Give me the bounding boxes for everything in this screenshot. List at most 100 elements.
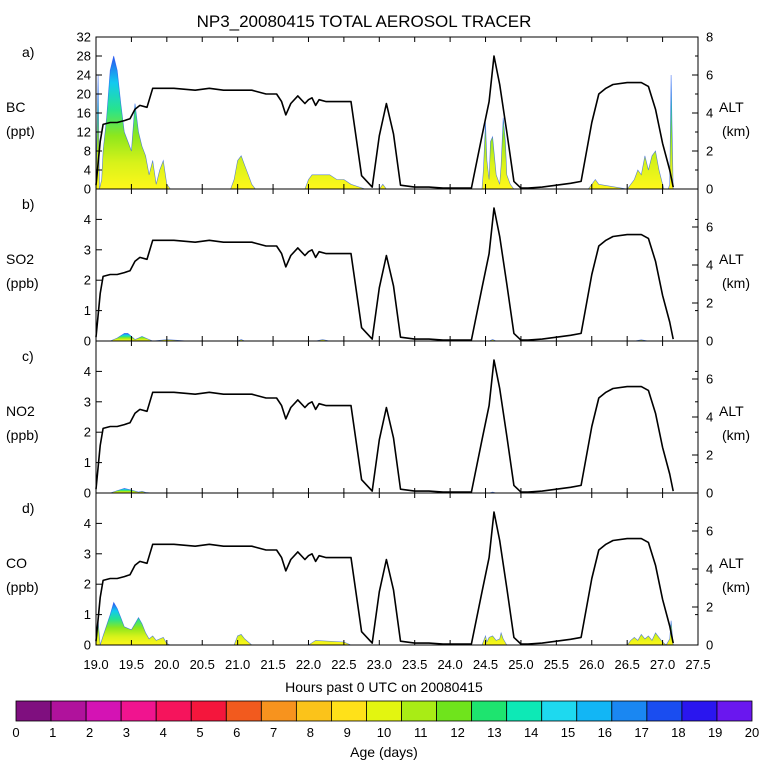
y-tick-label: 1 xyxy=(84,607,91,622)
colorbar-tick-label: 20 xyxy=(745,725,759,740)
colorbar-swatch xyxy=(646,700,683,722)
y-tick-label: 28 xyxy=(77,49,91,64)
colorbar-tick-label: 13 xyxy=(487,725,501,740)
x-tick-label: 20.5 xyxy=(190,657,215,672)
alt-tick-label: 6 xyxy=(706,68,713,83)
altitude-line xyxy=(95,55,674,189)
panel-co: 0 1 2 3 4 0 2 4 6 d) CO (ppb) ALT (km) xyxy=(6,492,750,653)
panel-no2: 0 1 2 3 4 0 2 4 6 c) NO2 (ppb) ALT (km) xyxy=(6,340,750,501)
y-tick-label: 4 xyxy=(84,163,91,178)
colorbar-tick-label: 15 xyxy=(561,725,575,740)
colorbar-swatch xyxy=(50,700,87,722)
y-tick-label: 1 xyxy=(84,455,91,470)
colorbar-tick-label: 5 xyxy=(196,725,203,740)
x-axis: 19.0 19.5 20.0 20.5 21.0 21.5 22.0 22.5 23.0 23.5… xyxy=(83,657,710,672)
colorbar-tick-label: 11 xyxy=(414,725,428,740)
colorbar-swatch xyxy=(471,700,508,722)
panel-letter: a) xyxy=(22,44,34,60)
y-tick-label: 2 xyxy=(84,273,91,288)
alt-axis-label: ALT xyxy=(719,403,744,419)
panel-unit-label: (ppb) xyxy=(6,427,39,443)
y-tick-label: 3 xyxy=(84,394,91,409)
alt-axis-label: ALT xyxy=(719,251,744,267)
colorbar-tick-label: 7 xyxy=(270,725,277,740)
panel-letter: b) xyxy=(22,196,34,212)
tracer-area-co xyxy=(95,601,674,646)
colorbar-swatch xyxy=(506,700,543,722)
y-tick-label: 1 xyxy=(84,303,91,318)
colorbar-swatch xyxy=(541,700,578,722)
y-tick-label: 4 xyxy=(84,212,91,227)
colorbar-tick-label: 8 xyxy=(307,725,314,740)
colorbar-tick-label: 2 xyxy=(86,725,93,740)
colorbar-swatch xyxy=(190,700,227,722)
alt-tick-label: 4 xyxy=(706,258,713,273)
panel-variable-label: SO2 xyxy=(6,251,34,267)
x-tick-label: 19.5 xyxy=(119,657,144,672)
colorbar-tick-label: 6 xyxy=(233,725,240,740)
colorbar-tick-label: 4 xyxy=(160,725,167,740)
x-tick-label: 23.0 xyxy=(367,657,392,672)
x-tick-label: 20.0 xyxy=(154,657,179,672)
alt-tick-label: 0 xyxy=(706,638,713,653)
x-tick-label: 24.0 xyxy=(437,657,462,672)
y-tick-label: 3 xyxy=(84,242,91,257)
plot-frame xyxy=(95,340,699,494)
colorbar-swatch xyxy=(155,700,192,722)
colorbar-tick-label: 1 xyxy=(49,725,56,740)
panel-unit-label: (ppb) xyxy=(6,579,39,595)
colorbar-swatch xyxy=(366,700,402,722)
panel-variable-label: BC xyxy=(6,99,25,115)
colorbar-swatch xyxy=(436,700,473,722)
alt-tick-label: 2 xyxy=(706,448,713,463)
alt-tick-label: 4 xyxy=(706,562,713,577)
y-tick-label: 32 xyxy=(77,30,91,45)
panels: 04812162024283202468a)BC(ppt)ALT(km)0123… xyxy=(6,30,750,653)
tracer-area-bc xyxy=(95,55,674,190)
panel-variable-label: NO2 xyxy=(6,403,35,419)
colorbar-swatch xyxy=(295,700,332,722)
alt-axis-unit: (km) xyxy=(722,427,750,443)
chart-title: NP3_20080415 TOTAL AEROSOL TRACER xyxy=(197,12,532,31)
x-tick-label: 25.5 xyxy=(544,657,569,672)
altitude-line xyxy=(95,511,674,645)
colorbar-tick-label: 0 xyxy=(12,725,19,740)
x-tick-label: 21.0 xyxy=(225,657,250,672)
y-tick-label: 8 xyxy=(84,144,91,159)
y-tick-label: 16 xyxy=(77,106,91,121)
alt-tick-label: 6 xyxy=(706,524,713,539)
colorbar-swatch xyxy=(225,700,262,722)
alt-tick-label: 0 xyxy=(706,334,713,349)
panel-so2: 0 1 2 3 4 0 2 4 6 b) SO2 (ppb) ALT (km) xyxy=(6,188,750,349)
colorbar-swatch xyxy=(611,700,648,722)
x-tick-label: 21.5 xyxy=(260,657,285,672)
colorbar-label: Age (days) xyxy=(350,744,418,760)
alt-tick-label: 6 xyxy=(706,220,713,235)
y-tick-label: 24 xyxy=(77,68,91,83)
alt-tick-label: 8 xyxy=(706,30,713,45)
alt-tick-label: 4 xyxy=(706,106,713,121)
x-tick-label: 22.5 xyxy=(331,657,356,672)
y-tick-label: 0 xyxy=(84,486,91,501)
colorbar-tick-label: 3 xyxy=(123,725,130,740)
colorbar-tick-label: 19 xyxy=(708,725,722,740)
colorbar-tick-label: 14 xyxy=(524,725,538,740)
colorbar-tick-label: 12 xyxy=(450,725,464,740)
alt-tick-label: 0 xyxy=(706,486,713,501)
panel-variable-label: CO xyxy=(6,555,27,571)
x-axis-label: Hours past 0 UTC on 20080415 xyxy=(285,679,483,695)
plot-frame xyxy=(95,492,699,646)
plot-frame xyxy=(95,36,699,190)
colorbar-swatch xyxy=(401,700,437,722)
panel-unit-label: (ppb) xyxy=(6,275,39,291)
alt-axis-label: ALT xyxy=(719,99,744,115)
y-tick-label: 2 xyxy=(84,425,91,440)
colorbar-swatch xyxy=(681,700,718,722)
alt-axis-label: ALT xyxy=(719,555,744,571)
x-tick-label: 26.5 xyxy=(615,657,640,672)
x-tick-label: 27.0 xyxy=(650,657,675,672)
y-tick-label: 3 xyxy=(84,546,91,561)
colorbar-tick-label: 18 xyxy=(671,725,685,740)
panel-letter: d) xyxy=(22,500,34,516)
